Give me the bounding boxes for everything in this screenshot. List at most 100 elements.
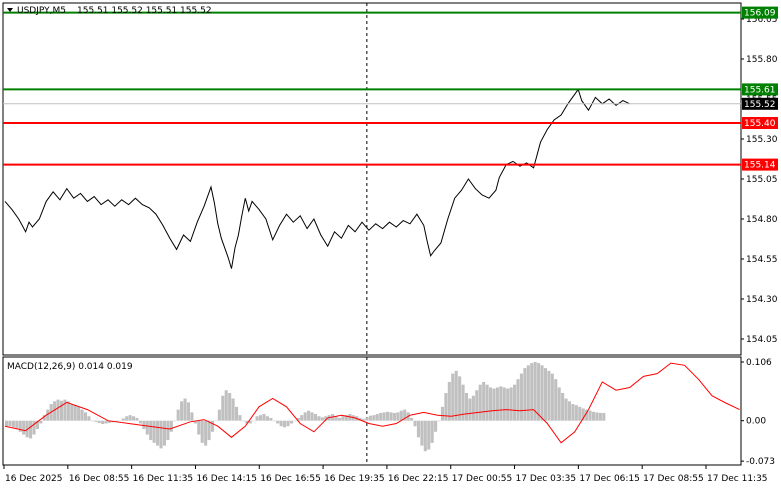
macd-histogram-bar [403,409,407,421]
macd-tick-label: 0.00 [746,417,766,427]
macd-histogram-bar [382,412,386,421]
macd-histogram-bar [324,416,328,421]
macd-histogram-bar [252,420,256,422]
price-line [4,88,630,269]
macd-histogram-bar [121,418,125,421]
macd-histogram-bar [392,412,396,421]
macd-histogram-bar [361,419,366,421]
macd-histogram-bar [578,406,582,421]
macd-histogram-bar [169,420,173,432]
macd-histogram-bar [152,420,156,443]
macd-histogram-bar [56,399,60,421]
macd-histogram-bar [585,409,589,421]
macd-histogram-bar [156,420,160,446]
macd-histogram-bar [537,363,541,421]
macd-histogram-bar [413,420,417,427]
macd-label: MACD(12,26,9) 0.014 0.019 [7,362,133,372]
macd-panel[interactable] [2,356,742,466]
macd-histogram-bar [118,420,122,422]
macd-histogram-bar [279,420,283,427]
macd-histogram-bar [602,412,606,421]
macd-histogram-bar [22,420,26,435]
macd-histogram-bar [509,387,513,421]
time-tick-label: 17 Dec 00:55 [452,474,513,484]
macd-histogram-bar [231,398,235,421]
macd-histogram-bar [471,395,475,421]
price-tick-label: 154.55 [746,255,778,265]
macd-histogram-bar [523,368,527,421]
macd-histogram-bar [313,414,318,421]
time-tick-label: 17 Dec 11:35 [707,474,768,484]
macd-histogram-bar [423,420,427,452]
macd-histogram-bar [372,415,376,421]
price-tick-label: 154.30 [746,295,778,305]
macd-histogram-bar [234,406,239,421]
macd-histogram-bar [138,420,142,424]
macd-histogram-bar [386,411,390,421]
macd-histogram-bar [35,420,39,429]
macd-histogram-bar [416,420,420,438]
macd-histogram-bar [173,420,177,422]
macd-histogram-bar [46,409,50,421]
macd-histogram-bar [166,420,170,441]
macd-histogram-bar [8,420,12,427]
symbol-label: USDJPY,M5 [17,6,66,16]
macd-histogram-bar [499,386,503,421]
macd-histogram-bar [475,390,479,421]
current-price-tag [742,97,778,110]
price-tick-label: 154.80 [746,215,778,225]
time-tick-label: 16 Dec 2025 [5,474,63,484]
macd-histogram-bar [550,373,554,421]
macd-histogram-bar [581,408,585,421]
macd-histogram-bar [265,416,269,421]
macd-histogram-bar [454,370,458,421]
level-tag-label: 155.40 [744,119,776,129]
macd-histogram-bar [444,393,448,421]
price-panel[interactable] [2,2,742,356]
macd-histogram-bar [561,393,565,421]
macd-histogram-bar [39,420,43,424]
macd-histogram-bar [241,420,245,422]
macd-histogram-bar [135,417,139,421]
macd-histogram-bar [485,384,489,421]
macd-histogram-bar [83,412,88,421]
price-tick-label: 155.05 [746,175,778,185]
macd-histogram-bar [248,420,252,424]
macd-histogram-bar [97,420,101,423]
chart-header: USDJPY,M5 155.51 155.52 155.51 155.52 [7,6,212,16]
macd-histogram-bar [410,417,414,421]
macd-histogram-bar [63,399,67,421]
macd-histogram-bar [310,412,314,421]
macd-histogram-bar [348,414,352,421]
macd-histogram-bar [567,401,572,421]
macd-histogram-bar [128,415,132,421]
time-tick-label: 16 Dec 11:35 [133,474,194,484]
macd-histogram-bar [145,420,149,435]
level-tag-label: 156.09 [744,9,776,19]
dropdown-triangle-icon[interactable] [7,8,13,12]
macd-histogram-bar [516,379,520,421]
macd-histogram-bar [300,415,304,421]
macd-histogram-bar [272,420,276,422]
macd-histogram-bar [87,416,91,421]
price-tick-label: 155.80 [746,55,778,65]
macd-histogram-bar [365,417,369,421]
macd-histogram-bar [104,420,108,424]
level-tag-label: 155.14 [744,161,776,171]
macd-histogram-bar [18,420,22,432]
macd-histogram-bar [224,390,228,421]
macd-histogram-bar [320,417,324,421]
level-lines: 156.09 155.61 155.40 155.14 [3,6,778,171]
price-tick-label: 154.05 [746,335,778,345]
price-tick-label: 156.05 [746,15,778,25]
time-tick-label: 16 Dec 14:15 [196,474,257,484]
price-tick-label: 155.30 [746,135,778,145]
macd-histogram-bar [214,420,218,422]
macd-histogram-bar [276,420,280,424]
time-axis: 16 Dec 2025 16 Dec 08:55 16 Dec 11:35 16 De… [3,465,768,484]
macd-histogram-bar [210,420,215,432]
macd-histogram-bar [547,370,551,421]
macd-histogram-bar [464,393,469,421]
current-price-label: 155.52 [744,100,776,110]
